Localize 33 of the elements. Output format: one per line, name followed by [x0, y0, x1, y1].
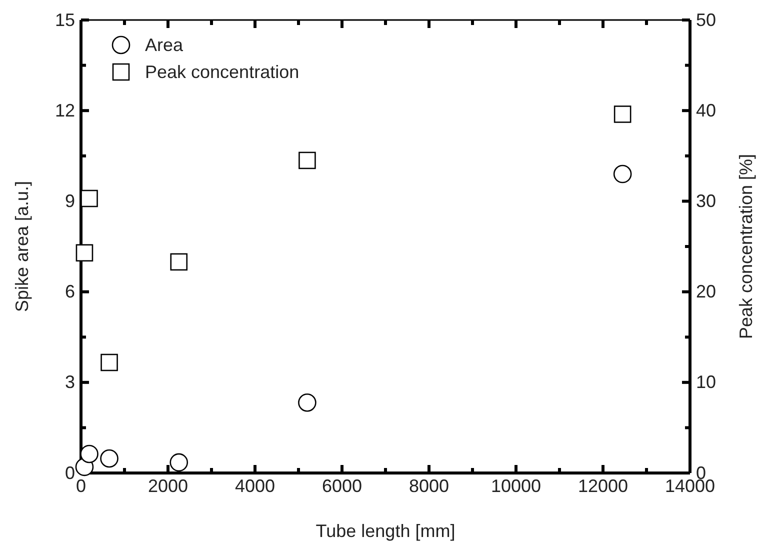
x-axis-title: Tube length [mm]: [316, 521, 456, 541]
y2-tick-label: 30: [696, 190, 716, 211]
legend-label: Peak concentration: [145, 62, 300, 82]
y-tick-label: 15: [54, 10, 75, 30]
point: [613, 164, 632, 184]
y-tick-label: 12: [54, 100, 75, 120]
y2-tick-label: 10: [696, 372, 716, 392]
y-tick-label: 0: [64, 462, 75, 483]
x-tick-label: 4000: [234, 476, 276, 496]
point: [170, 253, 188, 271]
y-tick-label: 9: [64, 190, 75, 211]
point: [100, 354, 118, 372]
point: [614, 106, 632, 123]
y-tick-label: 6: [64, 282, 75, 302]
y-tick-label: 3: [64, 372, 75, 392]
point: [298, 152, 316, 170]
point: [80, 444, 98, 464]
point: [100, 449, 118, 468]
y2-tick-label: 20: [696, 282, 716, 302]
x-tick-label: 10000: [490, 476, 542, 496]
point: [170, 453, 188, 472]
y2-tick-label: 40: [696, 100, 716, 120]
y-axis-title: Spike area [a.u.]: [12, 180, 32, 312]
legend-label: Area: [145, 35, 184, 55]
x-tick-label: 2000: [148, 476, 188, 496]
x-tick-label: 6000: [322, 476, 362, 496]
x-tick-label: 12000: [578, 476, 628, 496]
x-tick-label: 8000: [408, 476, 450, 496]
point: [298, 393, 316, 412]
y2-tick-label: 50: [696, 10, 716, 30]
y2-axis-title: Peak concentration [%]: [736, 154, 756, 340]
point: [76, 244, 94, 262]
point: [80, 190, 98, 208]
